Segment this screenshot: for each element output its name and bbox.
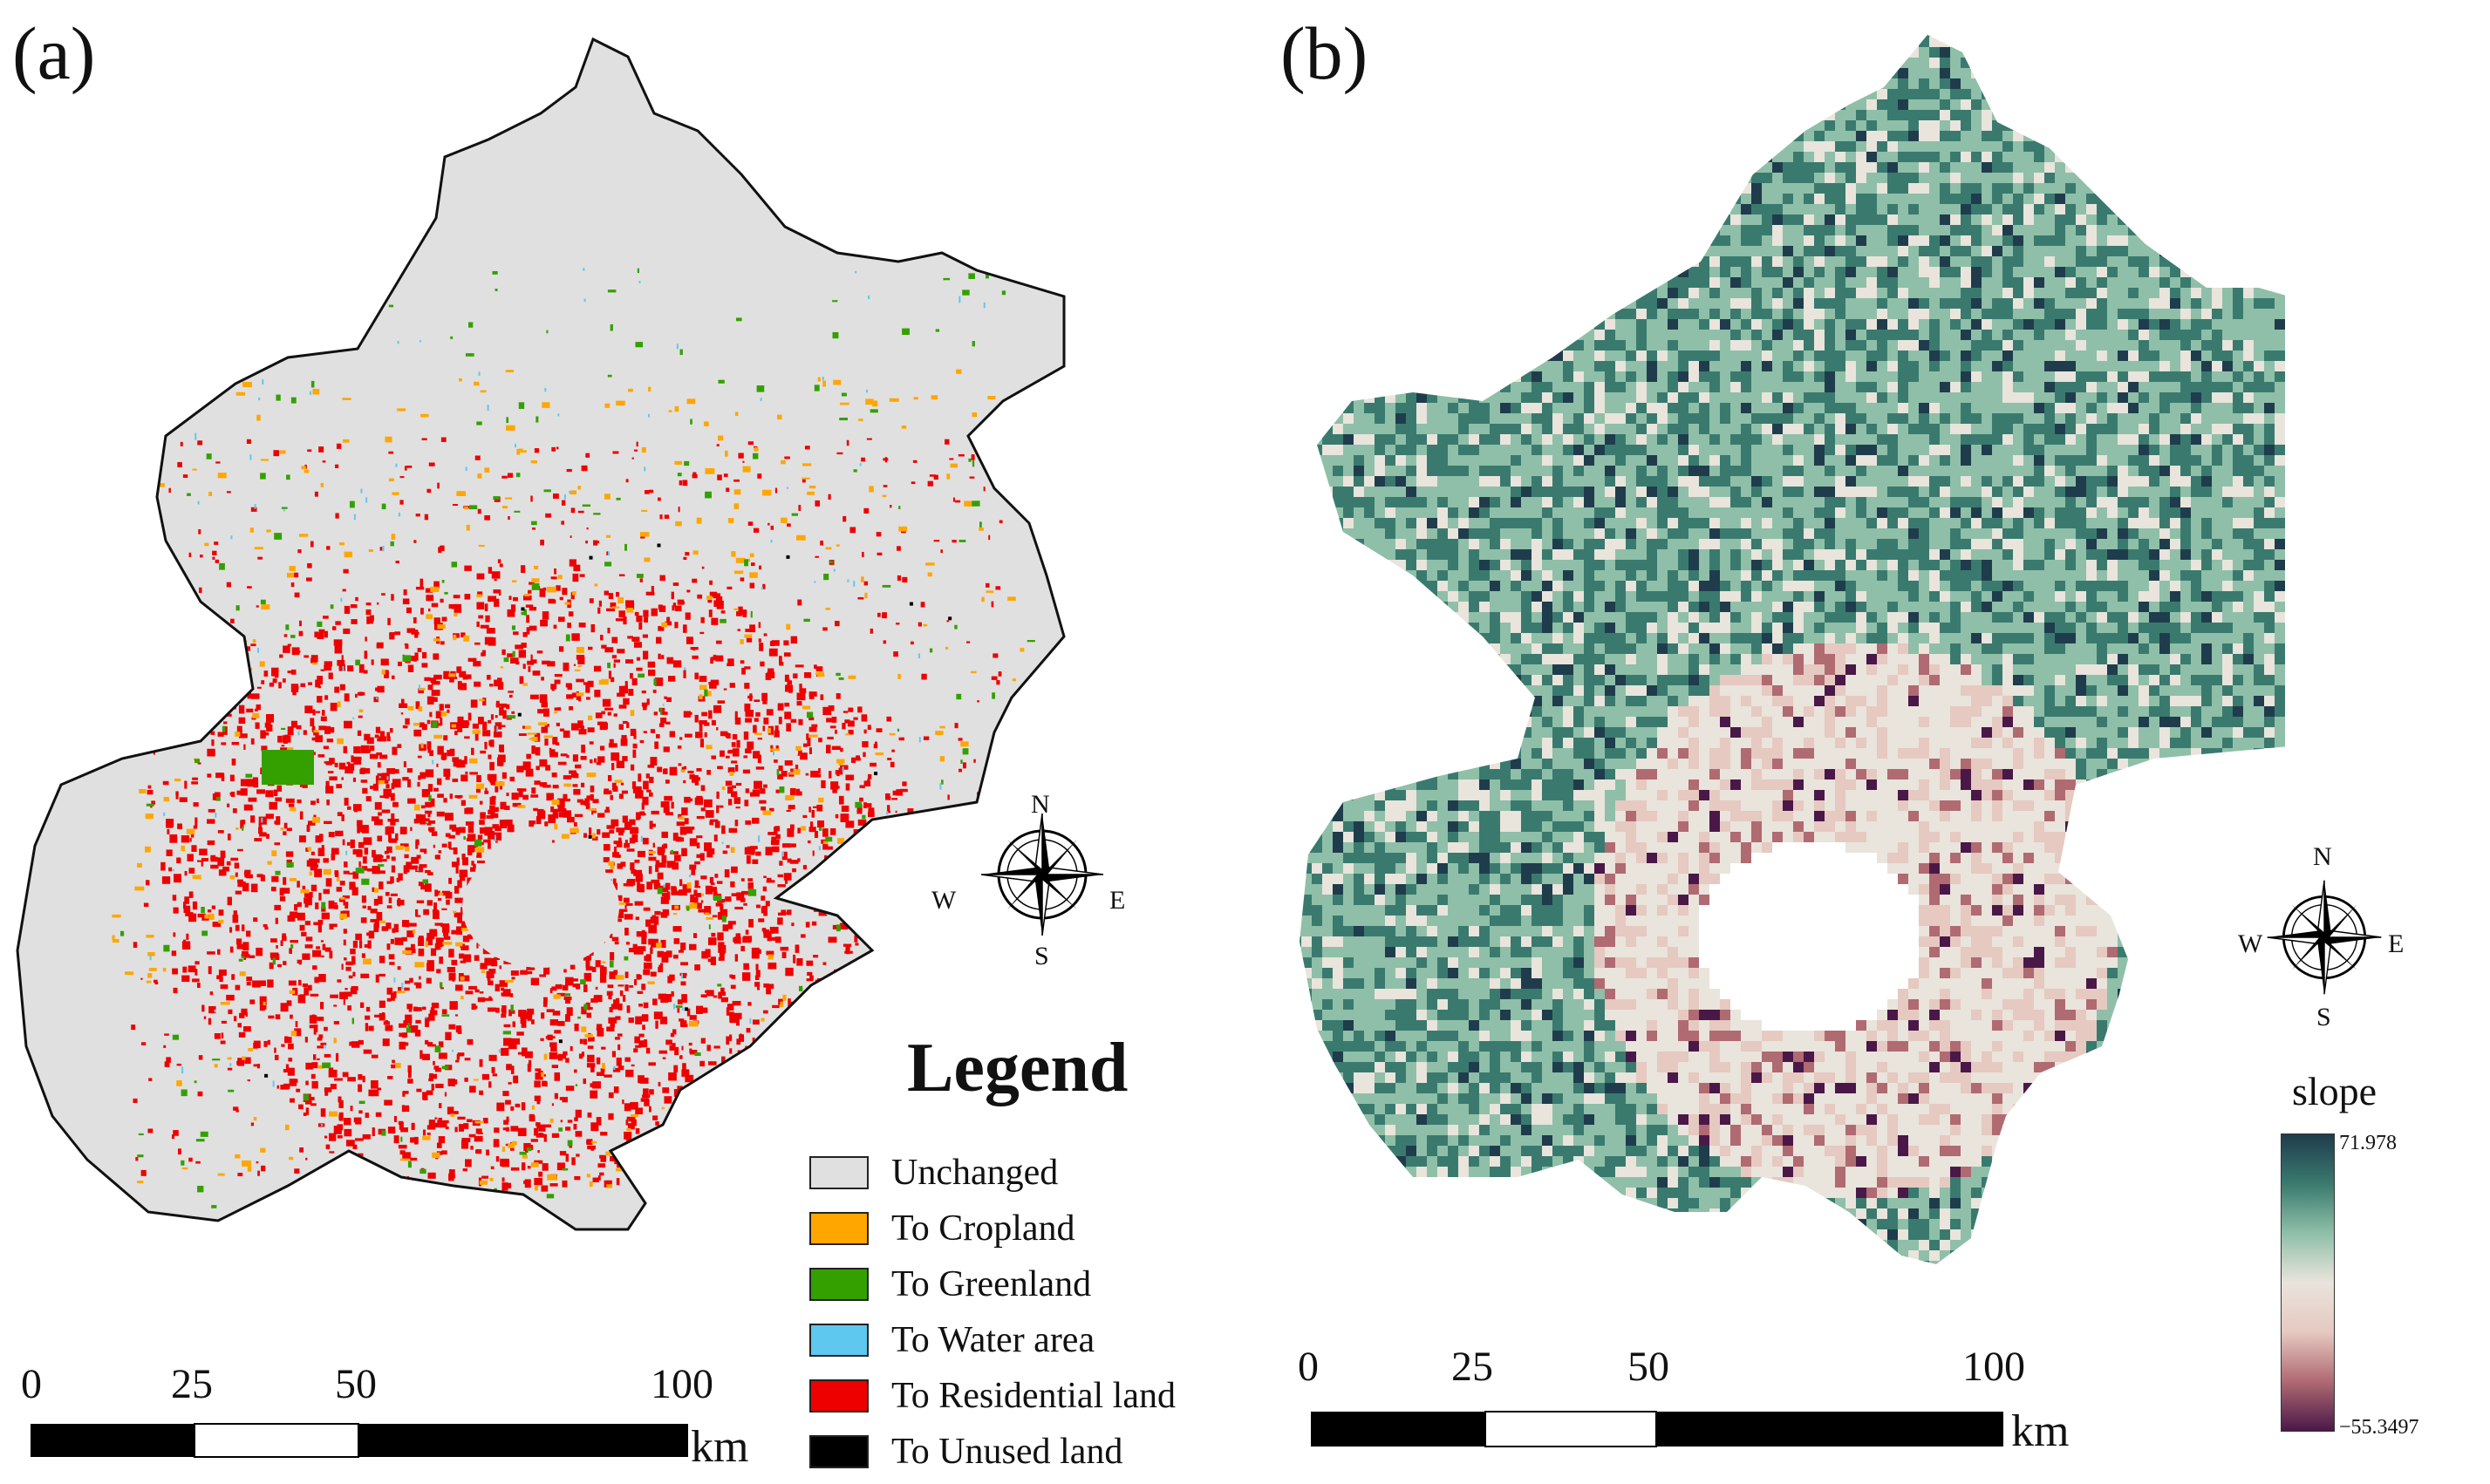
legend-label: To Water area bbox=[891, 1320, 1095, 1360]
colorbar-title: slope bbox=[2292, 1069, 2377, 1113]
compass-rose-icon bbox=[2267, 880, 2382, 995]
scale-tick: 50 bbox=[1627, 1344, 1669, 1390]
colorbar-max-label: 71.978 bbox=[2339, 1132, 2397, 1154]
compass-west-label: W bbox=[2238, 929, 2263, 958]
scale-tick: 25 bbox=[1451, 1344, 1493, 1390]
legend-label: To Unused land bbox=[891, 1432, 1123, 1472]
scale-bar bbox=[31, 1423, 688, 1458]
legend-item: To Residential land bbox=[809, 1376, 1176, 1416]
scale-tick: 100 bbox=[651, 1361, 713, 1407]
legend-label: To Greenland bbox=[891, 1264, 1092, 1304]
scale-bar bbox=[1311, 1411, 2003, 1447]
scale-tick: 100 bbox=[1962, 1344, 2025, 1390]
compass-east-label: E bbox=[1109, 886, 1126, 915]
legend-label: Unchanged bbox=[891, 1153, 1059, 1193]
legend-swatch bbox=[809, 1268, 869, 1301]
compass-north-label: N bbox=[2313, 842, 2332, 871]
scale-tick: 0 bbox=[21, 1361, 42, 1407]
scale-tick: 50 bbox=[335, 1361, 377, 1407]
panel-a-label: (a) bbox=[12, 11, 96, 95]
slope-map bbox=[1300, 35, 2285, 1264]
legend-swatch bbox=[809, 1379, 869, 1413]
compass-rose-icon bbox=[980, 813, 1104, 936]
legend-item: To Water area bbox=[809, 1320, 1095, 1360]
legend-swatch bbox=[809, 1156, 869, 1189]
scale-tick: 25 bbox=[171, 1361, 213, 1407]
compass-west-label: W bbox=[931, 886, 957, 915]
colorbar-min-label: −55.3497 bbox=[2339, 1416, 2419, 1439]
compass-east-label: E bbox=[2388, 929, 2405, 958]
legend-item: To Cropland bbox=[809, 1208, 1075, 1249]
legend-label: To Cropland bbox=[891, 1208, 1075, 1249]
legend-swatch bbox=[809, 1435, 869, 1468]
panel-b-label: (b) bbox=[1280, 11, 1368, 95]
colorbar bbox=[2281, 1133, 2335, 1432]
compass-south-label: S bbox=[2316, 1003, 2331, 1031]
land-change-map bbox=[16, 37, 1066, 1231]
scale-tick: 0 bbox=[1298, 1344, 1319, 1390]
legend-item: Unchanged bbox=[809, 1153, 1058, 1193]
legend-item: To Unused land bbox=[809, 1432, 1122, 1472]
legend-title: Legend bbox=[907, 1030, 1129, 1106]
compass-north-label: N bbox=[1031, 790, 1050, 819]
compass-south-label: S bbox=[1034, 942, 1049, 970]
legend-label: To Residential land bbox=[891, 1376, 1176, 1416]
scale-unit: km bbox=[2011, 1406, 2070, 1456]
scale-unit: km bbox=[691, 1422, 749, 1472]
legend-item: To Greenland bbox=[809, 1264, 1091, 1304]
legend-swatch bbox=[809, 1212, 869, 1245]
legend-swatch bbox=[809, 1324, 869, 1357]
